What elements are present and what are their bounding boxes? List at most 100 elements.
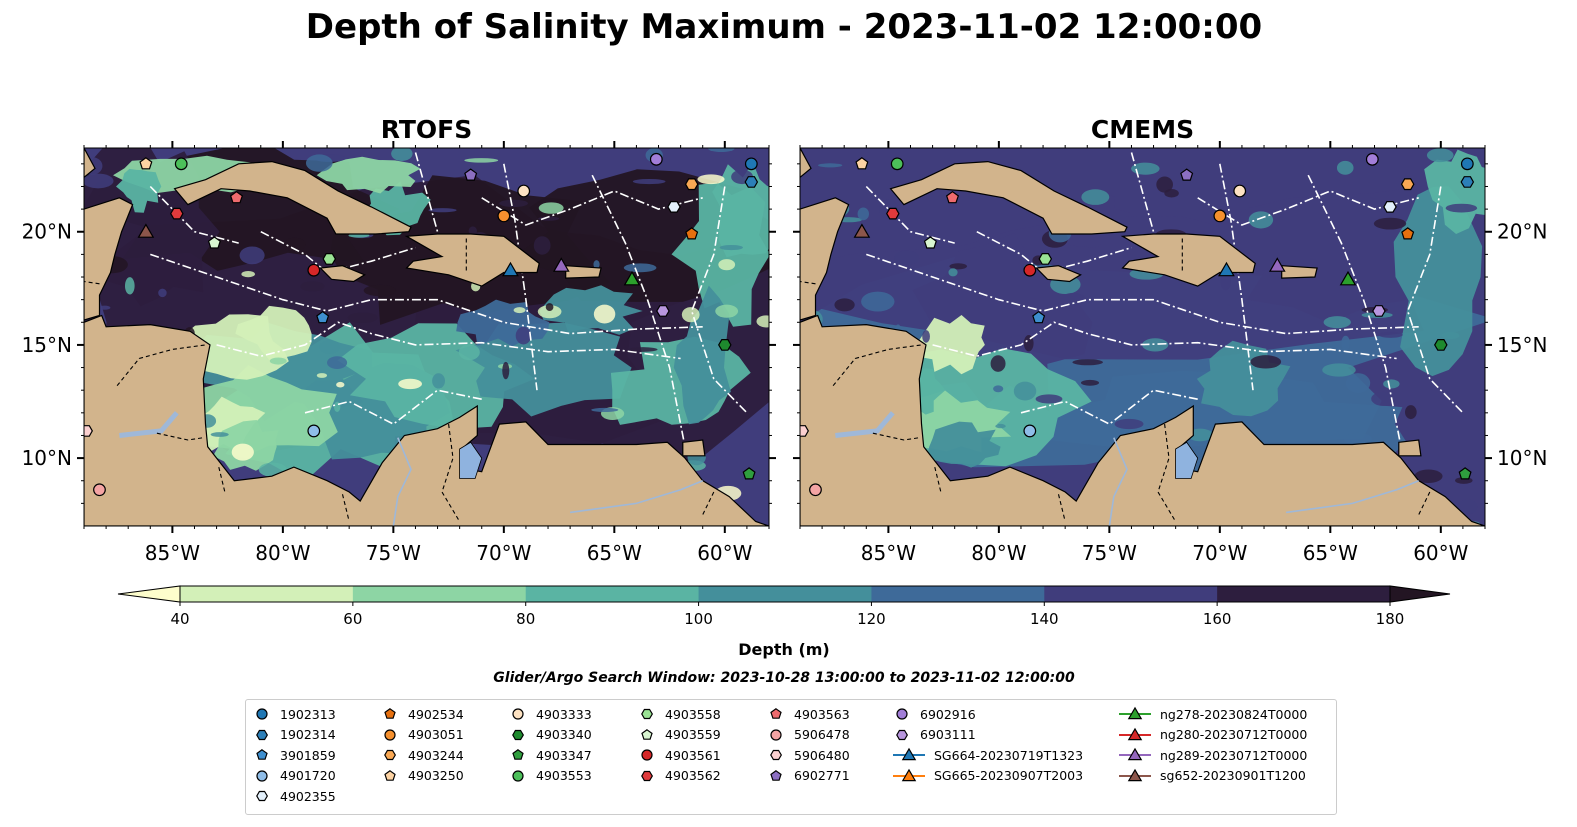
legend-label: 4902534	[408, 706, 464, 722]
legend-symbol	[1119, 727, 1151, 740]
platform-marker-4901720	[307, 424, 321, 438]
depth-contour-region	[316, 373, 328, 378]
legend-marker	[1127, 768, 1143, 781]
depth-contour-region	[1142, 338, 1169, 352]
platform-marker-4903051	[1213, 209, 1227, 223]
depth-contour-region	[1445, 203, 1478, 213]
platform-marker-5906478	[809, 483, 822, 497]
river	[392, 437, 412, 526]
legend-symbol	[893, 768, 925, 781]
legend-label: 5906480	[794, 747, 850, 763]
map-area	[84, 148, 769, 526]
depth-contour-region	[1341, 335, 1350, 351]
legend-label: 4903558	[665, 706, 721, 722]
depth-contour-region	[283, 237, 306, 252]
legend-marker	[641, 749, 653, 761]
platform-marker-4903250	[855, 157, 869, 170]
legend-item-5906480: 5906480	[766, 745, 850, 765]
depth-contour-region	[756, 315, 769, 328]
depth-contour-region	[1072, 359, 1103, 366]
depth-contour-region	[861, 291, 895, 312]
legend-item-ng278-20230824T0000: ng278-20230824T0000	[1118, 704, 1307, 724]
legend-marker	[256, 790, 268, 802]
depth-contour-region	[993, 385, 1004, 393]
country-border	[702, 491, 715, 515]
platform-marker-3901859	[316, 310, 330, 324]
x-tick-label: 80°W	[255, 541, 310, 565]
eez-boundary	[932, 321, 1397, 360]
platform-marker-1902314	[744, 176, 759, 188]
legend-label: 1902313	[280, 706, 336, 722]
country-border	[156, 432, 204, 441]
x-tick-label: 85°W	[145, 541, 200, 565]
colorbar: 40 60 80 100 120 140 160 180 Depth (m)	[117, 585, 1451, 659]
platform-marker-4903340	[718, 339, 732, 351]
legend-label: 4902355	[280, 788, 336, 804]
country-border	[116, 344, 206, 387]
legend-symbol	[641, 708, 653, 720]
platform-marker-4901720	[1023, 424, 1037, 438]
legend-symbol	[384, 728, 396, 741]
legend-symbol	[384, 769, 396, 781]
depth-contour-region	[1383, 379, 1400, 389]
colorbar-extend-max	[1389, 585, 1451, 603]
platform-marker-6902916	[1365, 152, 1379, 166]
lake-nicaragua	[835, 411, 895, 438]
legend-marker	[901, 768, 917, 781]
depth-contour-region	[628, 347, 658, 352]
depth-contour-region	[124, 277, 135, 295]
legend-symbol	[896, 708, 908, 720]
depth-contour-region	[857, 207, 870, 221]
eez-boundary	[1020, 389, 1198, 426]
depth-contour-region	[239, 246, 265, 265]
eez-boundary	[1197, 190, 1419, 226]
river	[1285, 479, 1420, 514]
depth-contour-region	[545, 303, 554, 312]
map-panel-rtofs: RTOFS 85°W 80°W 75°W 70°W 65°W 60°W 10°N 15°N 20°…	[22, 115, 776, 565]
depth-contour-region	[319, 340, 340, 354]
legend-symbol	[770, 769, 782, 781]
legend-item-ng280-20230712T0000: ng280-20230712T0000	[1118, 725, 1307, 745]
depth-contour-region	[719, 244, 743, 251]
legend-symbol	[1119, 768, 1151, 781]
platform-marker-4903244	[1400, 178, 1415, 191]
legend-item-4901720: 4901720	[252, 766, 336, 786]
depth-contour-region	[949, 263, 968, 270]
platform-marker-6902916	[649, 152, 663, 166]
depth-contour-region	[990, 355, 1006, 372]
depth-contour-region	[539, 285, 643, 335]
eez-boundary	[150, 253, 703, 335]
depth-contour-region	[305, 154, 333, 172]
depth-contour-region	[1441, 331, 1460, 340]
country-border	[934, 466, 942, 495]
eez-boundary	[866, 253, 1419, 335]
depth-contour-region	[623, 263, 657, 273]
x-tick-label: 70°W	[476, 541, 531, 565]
search-window-subtitle: Glider/Argo Search Window: 2023-10-28 13…	[493, 670, 1075, 686]
colorbar-segment	[871, 586, 1045, 602]
depth-contour-region	[1156, 176, 1173, 193]
depth-contour-region	[468, 226, 478, 236]
panel-title: RTOFS	[381, 115, 473, 144]
legend-symbol	[770, 708, 782, 719]
platform-marker-4903563	[229, 190, 244, 204]
depth-contour-region	[715, 304, 739, 318]
land-mass	[1035, 265, 1082, 283]
legend-label: 4903340	[536, 727, 592, 742]
colorbar-extend-min	[117, 585, 181, 603]
depth-contour-region	[231, 443, 254, 461]
platform-marker-4903051	[497, 209, 511, 223]
legend-marker	[1127, 727, 1143, 740]
map-area	[800, 148, 1485, 526]
depth-contour-region	[316, 156, 421, 194]
colorbar-segment	[1217, 586, 1391, 602]
depth-contour-region	[1336, 160, 1354, 175]
eez-boundary	[1307, 174, 1402, 447]
lake-nicaragua	[119, 411, 179, 438]
land-mass	[1120, 233, 1256, 287]
legend-item-4903244: 4903244	[380, 745, 464, 765]
eez-boundary	[149, 185, 239, 244]
depth-contour-region	[1248, 211, 1274, 229]
depth-contour-region	[922, 330, 930, 343]
platform-marker-1902313	[744, 157, 758, 171]
